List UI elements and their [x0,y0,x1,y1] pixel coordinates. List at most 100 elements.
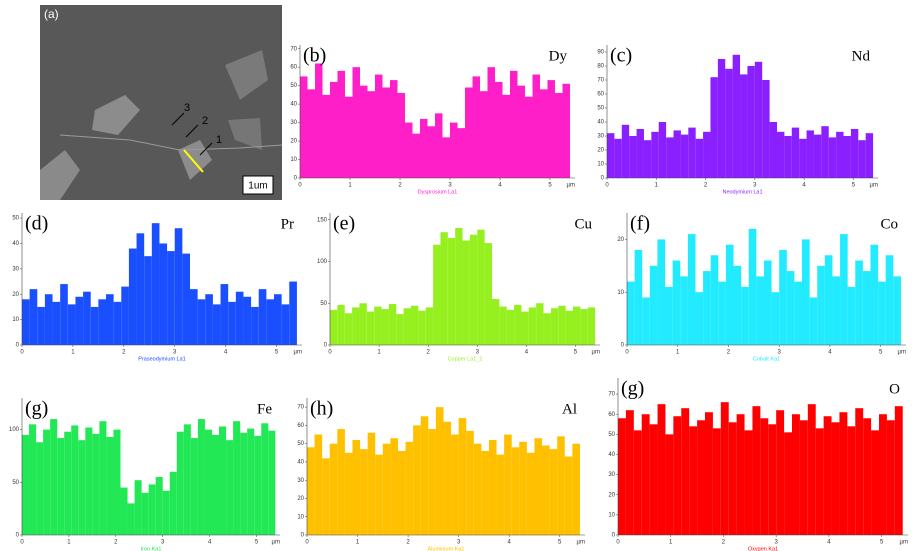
bar [388,304,397,345]
bar [754,61,763,178]
y-tick-label: 10 [290,157,297,163]
x-tick-label: 2 [427,350,431,356]
x-tick-label: 3 [778,350,782,356]
bar [580,309,588,345]
bar [435,407,444,535]
bar [831,422,840,535]
bar [247,428,255,535]
bar [60,284,68,345]
bar [762,80,770,178]
bar [435,113,443,178]
bar [382,87,390,178]
bar [499,306,507,345]
bar [167,251,175,345]
bar [495,81,503,178]
x-tick-label: 4 [827,540,831,546]
x-tick-label: 5 [548,183,552,189]
marker: 1 [216,134,222,146]
element-label: O [889,381,900,397]
bar [183,424,191,535]
x-tick-label: 0 [328,350,332,356]
bar [799,420,808,535]
bar [360,85,368,178]
bar [543,313,551,345]
panel-label: (g) [621,378,644,400]
bar [557,436,565,535]
bar [621,124,630,178]
x-tick-label: 0 [625,350,629,356]
bar [204,429,212,535]
x-tick-label: 2 [704,183,708,189]
bar [665,286,673,345]
bar [128,248,137,345]
bar [657,239,666,345]
bar [22,299,30,345]
y-tick-label: 30 [597,134,604,140]
bar [83,291,91,345]
bar [736,414,745,535]
bar [212,304,221,345]
bar [542,445,550,535]
bar [776,410,785,535]
panel-label: (g) [25,398,48,420]
bar [878,281,886,345]
y-tick-label: 0 [294,176,298,182]
bar [651,131,659,178]
bar [29,424,37,535]
bar [52,301,61,345]
bar [78,440,86,535]
y-tick-label: 50 [608,432,615,438]
y-tick-label: 10 [12,317,19,323]
grain [228,118,262,150]
bar [784,136,792,178]
bar [847,426,856,535]
bar [75,296,84,345]
bar [420,416,429,535]
bar [526,452,535,535]
x-axis-label: Copper La1_2 [448,356,483,362]
bar [307,89,315,178]
panel-label: (c) [610,45,632,67]
bar [786,271,795,345]
y-tick-label: 50 [320,301,327,307]
bar [687,234,696,345]
x-tick-label: 2 [406,540,410,546]
bar [451,434,459,535]
y-tick-label: 20 [617,237,624,243]
bar [190,289,198,345]
bar [752,406,761,535]
bar [565,310,573,345]
bar [162,490,170,535]
bar [390,438,398,535]
y-tick-label: 20 [297,496,304,502]
bar [532,74,540,178]
bar [266,299,274,345]
bar [367,432,376,535]
bar [799,138,807,178]
bar [473,443,482,535]
panel-label: (f) [630,213,650,235]
bar [564,456,573,535]
bar [307,447,315,535]
bar [337,70,345,178]
bar [480,91,488,178]
bar [314,434,323,535]
bar [447,238,456,345]
y-tick-label: 50 [12,480,19,486]
x-axis-label: Dysprosium La1 [418,189,458,195]
y-tick-label: 0 [612,533,616,539]
y-tick-label: 40 [297,460,304,466]
bar [627,281,635,345]
bar [649,265,658,345]
y-tick-label: 10 [617,290,624,296]
panel-label: (d) [25,213,48,235]
bar [405,122,413,178]
bar [381,309,389,345]
bar [760,418,769,535]
bar [50,419,58,535]
bar [190,438,198,535]
bar [511,447,520,535]
y-tick-label: 30 [297,478,304,484]
arrow [171,112,185,126]
bar [134,480,142,535]
